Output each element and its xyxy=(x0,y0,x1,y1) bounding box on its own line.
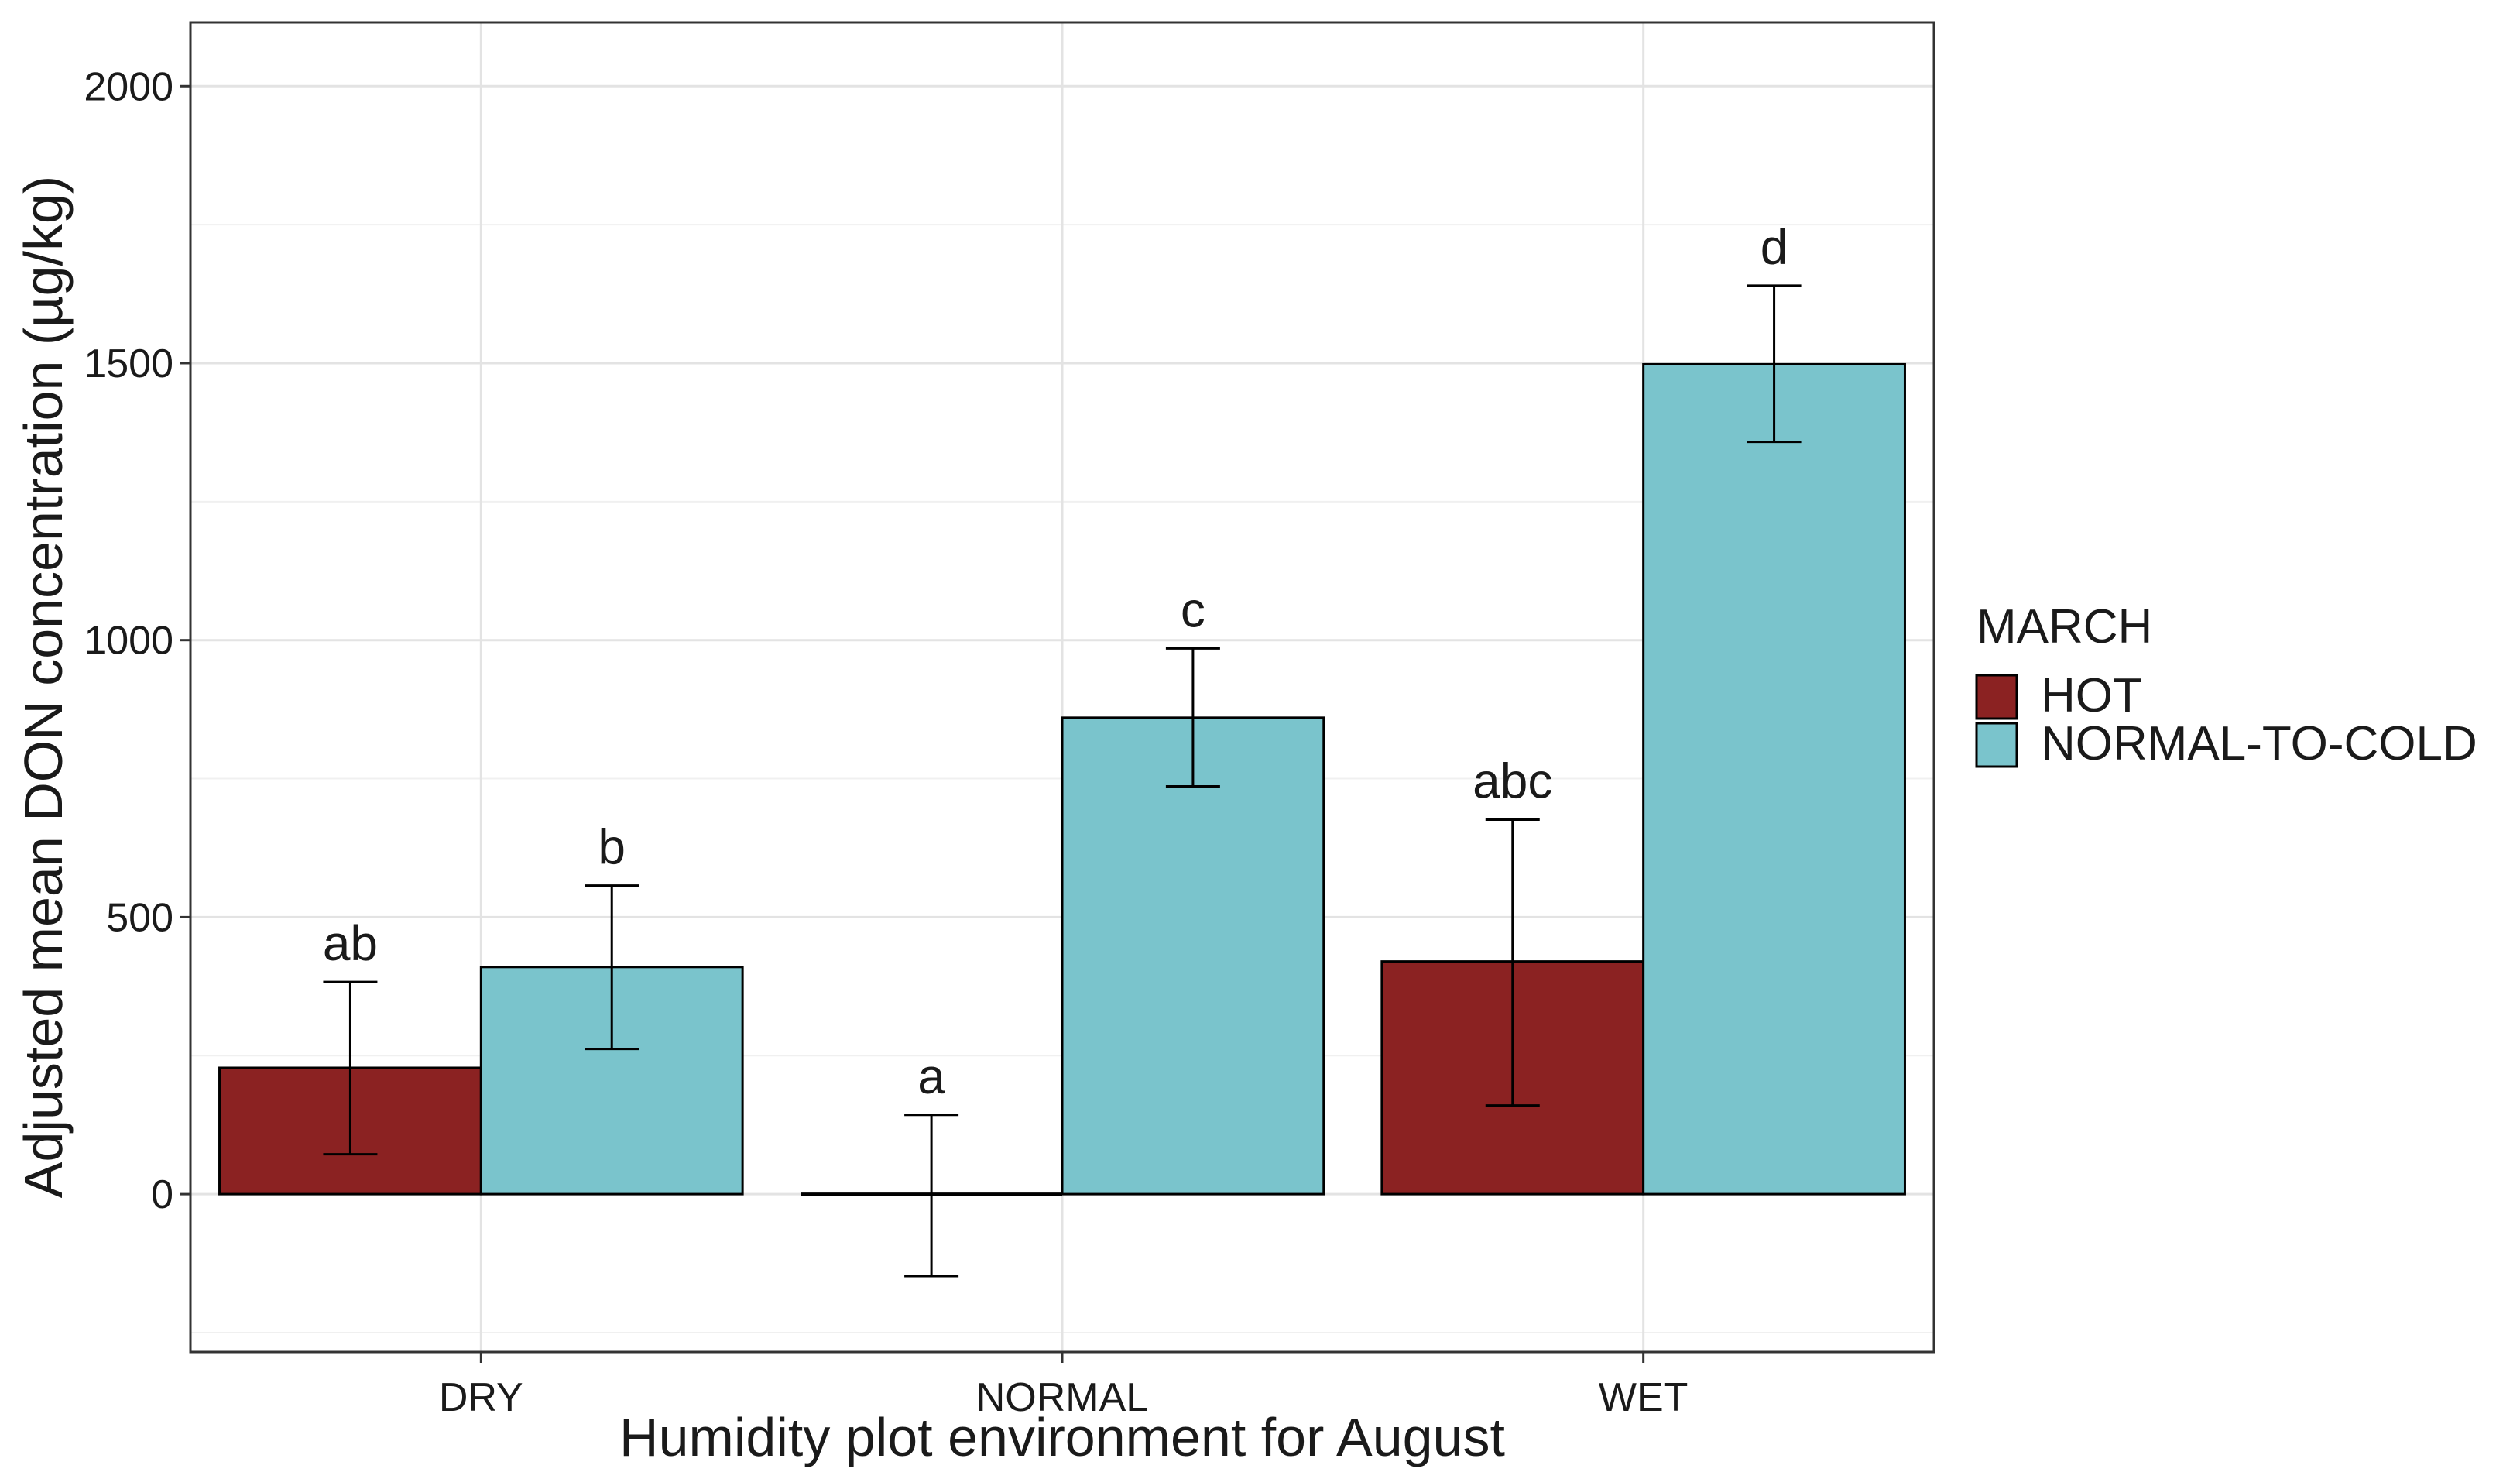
error-bar xyxy=(1165,647,1220,788)
error-bar xyxy=(585,884,639,1051)
y-axis-title: Adjusted mean DON concentration (µg/kg) xyxy=(13,176,74,1198)
bar xyxy=(1061,716,1325,1196)
significance-letter: b xyxy=(598,819,626,875)
y-tick-label: 1500 xyxy=(84,341,173,386)
y-tick-label: 2000 xyxy=(84,64,173,109)
significance-letter: ab xyxy=(323,915,378,971)
y-axis: 0 500 1000 1500 2000 xyxy=(84,64,190,1217)
error-bar xyxy=(1747,284,1802,444)
significance-letter: a xyxy=(917,1048,945,1104)
significance-letter: abc xyxy=(1473,753,1552,808)
y-tick-label: 500 xyxy=(106,895,173,940)
significance-letter: d xyxy=(1761,219,1788,275)
significance-letter: c xyxy=(1181,582,1205,637)
legend-title: MARCH xyxy=(1977,600,2152,654)
error-bar xyxy=(323,980,378,1156)
legend-key xyxy=(1975,674,2018,720)
x-tick-label: WET xyxy=(1599,1375,1689,1420)
bar xyxy=(1642,362,1906,1196)
error-bars xyxy=(323,284,1802,1278)
legend-label: HOT xyxy=(2041,669,2142,722)
significance-letters: ab a abc b c d xyxy=(323,219,1788,1104)
x-tick-label: DRY xyxy=(439,1375,523,1420)
error-bar xyxy=(1485,818,1540,1107)
y-tick-label: 0 xyxy=(151,1172,173,1217)
legend-key xyxy=(1975,722,2018,768)
x-axis-title: Humidity plot environment for August xyxy=(619,1407,1505,1467)
x-axis: DRY NORMAL WET xyxy=(439,1352,1689,1420)
x-tick-label: NORMAL xyxy=(976,1375,1148,1420)
y-tick-label: 1000 xyxy=(84,619,173,664)
legend-label: NORMAL-TO-COLD xyxy=(2041,717,2477,770)
error-bar xyxy=(904,1114,959,1278)
